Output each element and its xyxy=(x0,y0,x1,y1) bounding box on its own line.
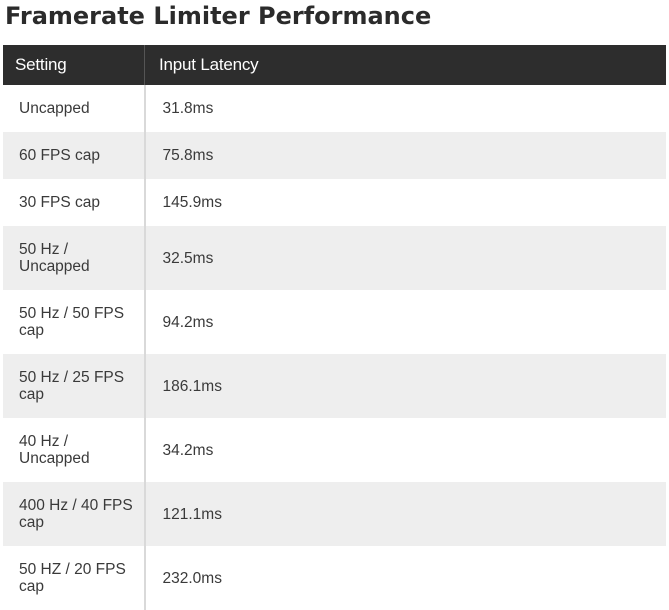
table-row: 30 FPS cap 145.9ms xyxy=(3,179,666,226)
latency-table: Setting Input Latency Uncapped 31.8ms 60… xyxy=(3,45,666,610)
latency-cell: 94.2ms xyxy=(162,313,214,331)
table-row: 50 Hz / 50 FPS cap 94.2ms xyxy=(3,290,666,354)
setting-cell: 50 HZ / 20 FPS cap xyxy=(3,546,146,610)
setting-cell: 40 Hz / Uncapped xyxy=(3,418,146,482)
table-row: 50 HZ / 20 FPS cap 232.0ms xyxy=(3,546,666,610)
table-row: 40 Hz / Uncapped 34.2ms xyxy=(3,418,666,482)
latency-cell: 145.9ms xyxy=(162,194,222,211)
table-header-row: Setting Input Latency xyxy=(3,45,666,85)
setting-cell: 50 Hz / Uncapped xyxy=(3,226,146,290)
page-title: Framerate Limiter Performance xyxy=(5,2,432,30)
column-header-setting: Setting xyxy=(3,45,145,85)
setting-cell: Uncapped xyxy=(3,85,146,132)
setting-cell: 30 FPS cap xyxy=(3,179,146,226)
table-row: Uncapped 31.8ms xyxy=(3,85,666,132)
setting-cell: 50 Hz / 25 FPS cap xyxy=(3,354,146,418)
table-row: 400 Hz / 40 FPS cap 121.1ms xyxy=(3,482,666,546)
setting-cell: 400 Hz / 40 FPS cap xyxy=(3,482,146,546)
latency-cell: 34.2ms xyxy=(162,441,214,459)
latency-cell: 32.5ms xyxy=(162,249,214,267)
latency-cell: 232.0ms xyxy=(162,569,222,587)
table-row: 50 Hz / Uncapped 32.5ms xyxy=(3,226,666,290)
latency-cell: 31.8ms xyxy=(162,100,214,117)
table-row: 60 FPS cap 75.8ms xyxy=(3,132,666,179)
setting-cell: 60 FPS cap xyxy=(3,132,146,179)
latency-cell: 121.1ms xyxy=(162,505,222,523)
latency-cell: 186.1ms xyxy=(162,377,222,395)
latency-cell: 75.8ms xyxy=(162,147,214,164)
column-header-input-latency: Input Latency xyxy=(159,55,259,74)
setting-cell: 50 Hz / 50 FPS cap xyxy=(3,290,146,354)
table-row: 50 Hz / 25 FPS cap 186.1ms xyxy=(3,354,666,418)
